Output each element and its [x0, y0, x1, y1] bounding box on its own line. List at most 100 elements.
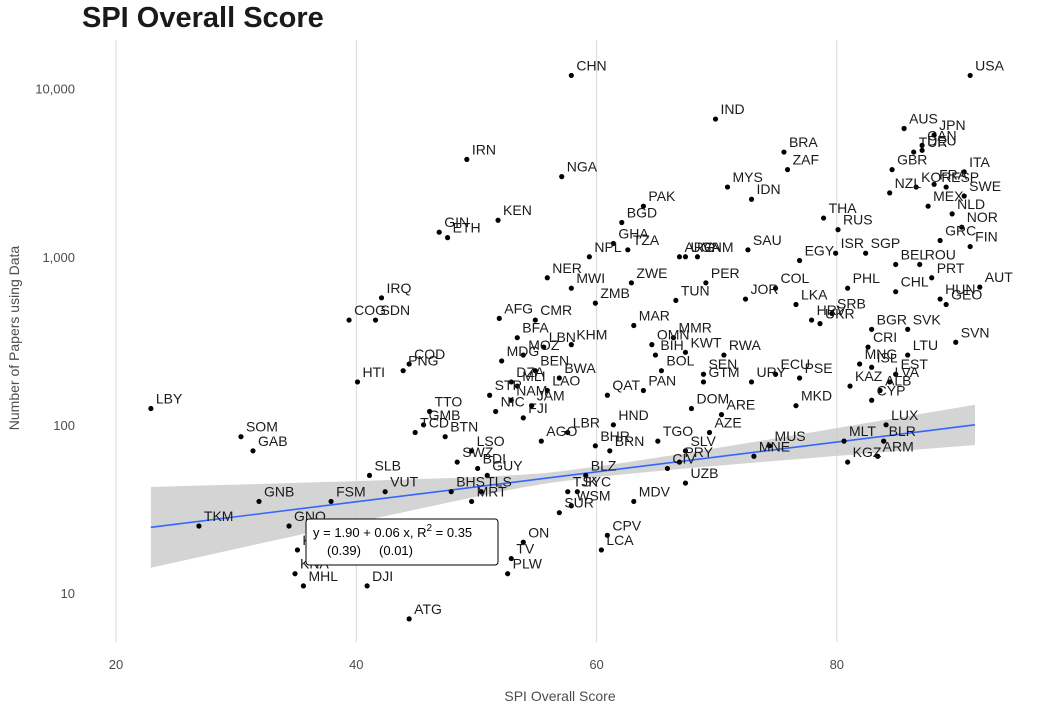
y-axis-ticks: 10 100 1,000 10,000: [35, 82, 75, 601]
data-point-label: MLT: [849, 423, 876, 439]
data-point: [841, 438, 847, 444]
data-point: [499, 358, 505, 364]
data-point: [931, 181, 937, 187]
data-point: [469, 498, 475, 505]
data-point: [541, 344, 547, 350]
data-point-label: MDV: [639, 483, 671, 499]
data-point-group: KGZ: [845, 444, 882, 465]
data-point: [893, 371, 899, 377]
data-point: [706, 429, 713, 436]
data-point: [610, 422, 616, 428]
data-point-group: GMB: [420, 407, 460, 428]
equation-line-2: (0.39) (0.01): [327, 543, 413, 558]
data-point-label: MNG: [865, 346, 898, 362]
data-point-group: NGA: [559, 159, 598, 180]
data-point-group: MNE: [751, 438, 790, 459]
data-point: [857, 361, 863, 367]
data-point-label: NAM: [516, 382, 547, 398]
data-point-group: PRT: [929, 260, 965, 281]
equation-superscript: 2: [426, 523, 432, 534]
data-point-group: COG: [346, 302, 386, 323]
data-point-label: SOM: [246, 419, 278, 435]
equation-box-frame: [305, 518, 499, 566]
data-point-label: ISL: [877, 349, 898, 365]
data-point-label: BTN: [450, 419, 478, 435]
data-point-label: SRB: [837, 295, 866, 311]
data-point: [796, 257, 803, 264]
data-point-group: RUS: [835, 212, 873, 233]
data-point: [967, 243, 973, 250]
data-point-group: MOZ: [520, 337, 560, 358]
data-point-label: SYC: [582, 474, 611, 490]
data-point-group: HTI: [354, 364, 385, 385]
data-point-label: ZWE: [636, 265, 667, 281]
data-point: [829, 310, 835, 317]
data-point-group: LBR: [565, 415, 600, 436]
data-point-label: USA: [975, 57, 1004, 73]
data-point-group: JAM: [529, 388, 565, 409]
data-point: [817, 321, 823, 327]
data-point-group: BHS: [448, 474, 485, 495]
data-point-label: RWA: [729, 337, 762, 353]
data-point-group: BGD: [619, 204, 657, 226]
data-point-group: CHL: [893, 274, 929, 295]
data-point: [887, 190, 893, 196]
equation-line-1: y = 1.90 + 0.06 x, R2 = 0.35: [313, 523, 472, 540]
data-point: [625, 247, 631, 253]
data-point: [487, 392, 493, 398]
data-point-label: FSM: [336, 483, 366, 499]
data-point-group: ARG: [676, 239, 715, 260]
data-point: [505, 571, 511, 577]
data-point-group: EST: [893, 356, 928, 377]
data-point: [869, 326, 875, 332]
data-point: [911, 149, 917, 155]
data-point: [796, 375, 803, 381]
data-point-label: ROU: [925, 246, 956, 262]
data-point-group: THA: [821, 200, 857, 221]
data-point-label: KEN: [503, 202, 532, 218]
data-point-label: PAK: [648, 188, 676, 204]
data-point-group: MNG: [857, 346, 897, 367]
data-point-group: CRI: [865, 329, 897, 350]
data-point: [943, 301, 949, 308]
data-point-label: OMN: [657, 327, 690, 343]
y-axis-title: Number of Papers using Data: [6, 246, 22, 431]
data-point: [682, 254, 689, 260]
data-point-label: RUS: [843, 212, 873, 228]
data-point-group: BIH: [652, 337, 684, 358]
data-point: [745, 247, 751, 253]
data-point-group: LBN: [541, 329, 576, 350]
data-point-label: CPV: [612, 517, 641, 533]
data-point-label: BRA: [789, 134, 818, 150]
data-point: [694, 254, 701, 260]
data-point-group: PLW: [505, 556, 543, 577]
data-point-label: HRV: [817, 302, 847, 318]
data-point-group: MDV: [631, 483, 671, 505]
data-point-label: AUS: [909, 110, 938, 126]
data-point: [364, 583, 370, 589]
data-point-group: AZE: [706, 415, 742, 436]
data-point: [538, 438, 544, 444]
data-point: [913, 184, 919, 190]
data-point-label: MDG: [507, 343, 540, 359]
data-point: [556, 510, 562, 516]
data-point-group: RWA: [721, 337, 761, 358]
data-point: [256, 498, 262, 505]
data-point-group: ARE: [718, 397, 755, 418]
data-point-group: NAM: [508, 382, 547, 403]
data-point: [649, 342, 655, 348]
data-point-label: NPL: [594, 239, 621, 255]
data-point: [682, 349, 689, 355]
data-point-group: GIN: [436, 214, 469, 235]
data-point-group: MMR: [670, 320, 712, 341]
data-point-label: SWE: [969, 178, 1001, 194]
data-point: [568, 285, 574, 291]
data-point: [508, 555, 514, 562]
data-point-label: IRN: [472, 141, 496, 157]
data-point-label: IDN: [757, 181, 781, 197]
data-point: [565, 429, 571, 436]
data-point-label: TKM: [204, 508, 234, 524]
data-point: [865, 344, 871, 350]
data-point-group: SUR: [556, 495, 594, 516]
y-tick-label: 100: [53, 418, 75, 433]
